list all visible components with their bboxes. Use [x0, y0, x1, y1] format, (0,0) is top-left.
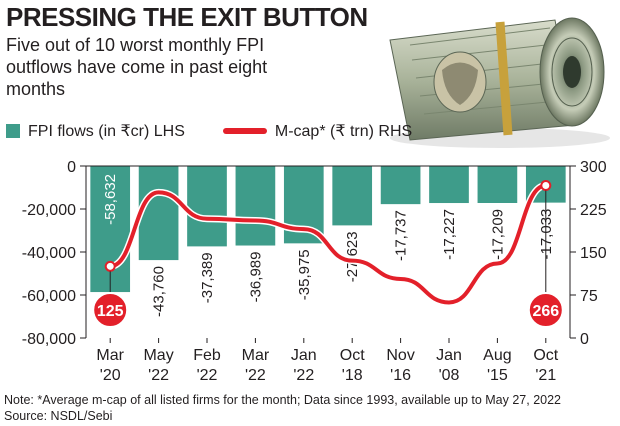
x-axis-tick-label-month: Mar [96, 347, 124, 364]
x-axis-tick-label-month: Nov [386, 347, 414, 364]
fpi-bar [332, 166, 373, 226]
legend-item-line: M-cap* (₹ trn) RHS [222, 121, 413, 141]
x-axis-tick-label-month: Jan [291, 347, 317, 364]
chart-legend: FPI flows (in ₹cr) LHS M-cap* (₹ trn) RH… [6, 120, 450, 142]
mcap-value-bubble [527, 292, 564, 328]
right-axis-tick-label: 75 [580, 288, 598, 305]
x-axis-tick-label-month: Oct [533, 347, 558, 364]
right-axis: 300 225 150 75 0 [569, 159, 607, 348]
fpi-bar-value-label: -17,227 [441, 209, 458, 260]
left-axis-tick-label: -40,000 [22, 245, 76, 262]
mcap-value-bubble [92, 292, 129, 328]
x-axis-tick-label-year: '22 [148, 367, 169, 384]
fpi-bar-value-label: -17,737 [393, 210, 410, 261]
rolled-currency-notes-photo [389, 17, 610, 148]
chart-subtitle: Five out of 10 worst monthly FPI outflow… [6, 35, 268, 99]
left-axis-tick-label: -20,000 [22, 202, 76, 219]
mcap-point-marker [540, 179, 552, 191]
x-axis-tick-label-month: May [143, 347, 173, 364]
fpi-bar [429, 166, 469, 204]
fpi-bar [187, 166, 227, 247]
x-axis-tick-label-month: Oct [340, 347, 365, 364]
fpi-bar-value-label: -37,389 [199, 252, 216, 303]
x-axis: Mar '20 May '22 Feb '22 Mar '22 Jan '22 Oct '18 Nov '… [96, 338, 559, 384]
legend-item-bars: FPI flows (in ₹cr) LHS [6, 121, 185, 141]
mcap-value-bubble-label: 266 [532, 303, 559, 320]
x-axis-tick-label-year: '21 [535, 367, 556, 384]
right-axis-tick-label: 150 [580, 245, 607, 262]
fpi-bar-value-label: -58,632 [102, 174, 119, 225]
mcap-value-bubble-label: 125 [97, 303, 124, 320]
legend-bar-swatch [6, 124, 20, 138]
chart-title: PRESSING THE EXIT BUTTON [6, 2, 368, 32]
fpi-bar-labels: -58,632 -43,760 -37,389 -36,989 -35,975 -27,6… [102, 174, 555, 317]
x-axis-tick-label-year: '18 [342, 367, 363, 384]
left-axis-tick-label: -80,000 [22, 331, 76, 348]
chart-plot: 0 -20,000 -40,000 -60,000 -80,000 300 225 150 7… [22, 159, 607, 384]
legend-line-label: M-cap* (₹ trn) RHS [274, 123, 413, 140]
fpi-bar [380, 166, 421, 205]
left-axis-tick-label: 0 [67, 159, 76, 176]
x-axis-tick-label-month: Feb [193, 347, 221, 364]
fpi-bar-value-label: -35,975 [296, 249, 313, 300]
right-axis-tick-label: 225 [580, 202, 607, 219]
x-axis-tick-label-month: Mar [242, 347, 270, 364]
x-axis-tick-label-month: Aug [483, 347, 511, 364]
x-axis-tick-label-year: '20 [100, 367, 121, 384]
x-axis-tick-label-year: '08 [439, 367, 460, 384]
fpi-bar-value-label: -36,989 [247, 252, 264, 303]
x-axis-tick-label-year: '22 [293, 367, 314, 384]
legend-line-swatch [222, 128, 267, 134]
left-axis-tick-label: -60,000 [22, 288, 76, 305]
fpi-bar-value-label: -27,623 [344, 231, 361, 282]
fpi-bar [138, 166, 179, 261]
footnote-text: Note: *Average m-cap of all listed firms… [4, 393, 562, 407]
x-axis-tick-label-year: '15 [487, 367, 508, 384]
source-text: Source: NSDL/Sebi [4, 409, 113, 423]
mcap-line [108, 183, 548, 305]
legend-bars-label: FPI flows (in ₹cr) LHS [28, 123, 185, 140]
fpi-bar-value-label: -43,760 [151, 266, 168, 317]
x-axis-tick-label-year: '16 [390, 367, 411, 384]
fpi-bar [235, 166, 276, 246]
fpi-bar-value-label: -17,209 [489, 209, 506, 260]
footnote: Note: *Average m-cap of all listed firms… [4, 392, 561, 424]
left-axis: 0 -20,000 -40,000 -60,000 -80,000 [22, 159, 87, 348]
x-axis-tick-label-year: '22 [197, 367, 218, 384]
mcap-point-marker [104, 260, 116, 272]
x-axis-tick-label-month: Jan [436, 347, 462, 364]
right-axis-tick-label: 300 [580, 159, 607, 176]
right-axis-tick-label: 0 [580, 331, 589, 348]
x-axis-tick-label-year: '22 [245, 367, 266, 384]
fpi-bar [477, 166, 518, 203]
mcap-line-layer: 125 266 [92, 179, 564, 328]
